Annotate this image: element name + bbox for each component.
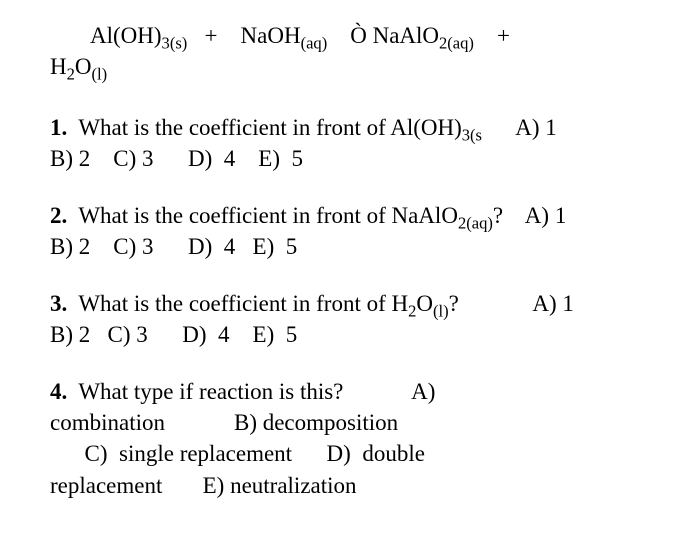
- q1-number: 1.: [50, 115, 67, 140]
- q1-text: What is the coefficient in front of Al(O…: [67, 115, 462, 140]
- q2-post: ?: [493, 203, 503, 228]
- product1: NaAlO: [373, 23, 439, 48]
- product1-sub: 2(aq): [439, 34, 474, 53]
- q2-text: What is the coefficient in front of NaAl…: [67, 203, 458, 228]
- question-2: 2. What is the coefficient in front of N…: [50, 200, 650, 262]
- chemical-equation: Al(OH)3(s) + NaOH(aq) Ò NaAlO2(aq) + H2O…: [50, 20, 650, 82]
- q3-mid: O: [416, 291, 433, 316]
- q2-sub: 2(aq): [458, 214, 493, 233]
- q3-sub2: (l): [433, 302, 449, 321]
- q3-optA: A) 1: [459, 291, 574, 316]
- q2-line1: 2. What is the coefficient in front of N…: [50, 200, 650, 231]
- q4-line2: combination B) decomposition: [50, 407, 650, 438]
- plus2: +: [474, 23, 510, 48]
- q3-post: ?: [449, 291, 459, 316]
- q4-line1: 4. What type if reaction is this? A): [50, 376, 650, 407]
- q1-optA: A) 1: [482, 115, 557, 140]
- plus1: +: [187, 23, 240, 48]
- reactant1: Al(OH): [90, 23, 162, 48]
- product2-sub1: 2: [67, 65, 75, 84]
- question-3: 3. What is the coefficient in front of H…: [50, 288, 650, 350]
- q1-line1: 1. What is the coefficient in front of A…: [50, 112, 650, 143]
- equation-line1: Al(OH)3(s) + NaOH(aq) Ò NaAlO2(aq) +: [50, 20, 650, 51]
- q3-line1: 3. What is the coefficient in front of H…: [50, 288, 650, 319]
- q4-line4: replacement E) neutralization: [50, 470, 650, 501]
- q3-line2: B) 2 C) 3 D) 4 E) 5: [50, 319, 650, 350]
- q1-sub: 3(s: [462, 126, 482, 145]
- q3-number: 3.: [50, 291, 67, 316]
- equation-line2: H2O(l): [50, 51, 650, 82]
- q3-text: What is the coefficient in front of H: [67, 291, 408, 316]
- arrow: Ò: [327, 23, 372, 48]
- q1-line2: B) 2 C) 3 D) 4 E) 5: [50, 143, 650, 174]
- q2-line2: B) 2 C) 3 D) 4 E) 5: [50, 231, 650, 262]
- q4-line3: C) single replacement D) double: [50, 438, 650, 469]
- q4-number: 4.: [50, 379, 67, 404]
- question-4: 4. What type if reaction is this? A) com…: [50, 376, 650, 500]
- reactant2-sub: (aq): [301, 34, 328, 53]
- reactant2: NaOH: [241, 23, 301, 48]
- q2-optA: A) 1: [503, 203, 566, 228]
- product2-sub2: (l): [92, 65, 108, 84]
- q4-optA: A): [343, 379, 435, 404]
- product2b: O: [75, 54, 92, 79]
- q2-number: 2.: [50, 203, 67, 228]
- question-1: 1. What is the coefficient in front of A…: [50, 112, 650, 174]
- reactant1-sub: 3(s): [162, 34, 188, 53]
- q4-text: What type if reaction is this?: [67, 379, 343, 404]
- product2a: H: [50, 54, 67, 79]
